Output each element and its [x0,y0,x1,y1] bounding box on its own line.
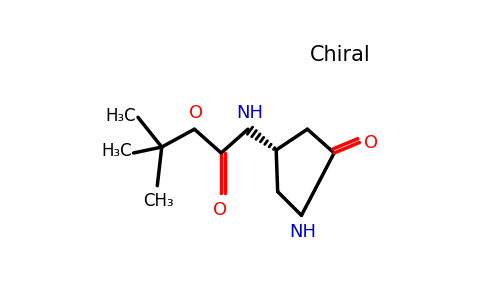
Text: H₃C: H₃C [102,142,132,160]
Text: O: O [212,200,227,218]
Text: H₃C: H₃C [106,107,136,125]
Text: NH: NH [236,104,263,122]
Text: CH₃: CH₃ [143,192,174,210]
Text: Chiral: Chiral [310,45,370,65]
Text: O: O [364,134,378,152]
Text: NH: NH [289,223,317,241]
Text: O: O [189,104,203,122]
